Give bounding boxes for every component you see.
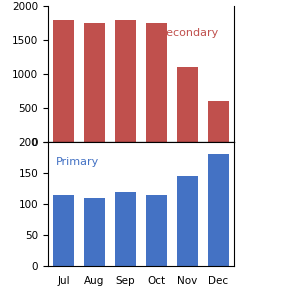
Bar (146, 23, 167, 142)
Bar (177, 177, 198, 266)
Bar (84, 198, 105, 266)
Text: Primary: Primary (55, 157, 99, 167)
Bar (208, 102, 229, 142)
Bar (84, 23, 105, 142)
Bar (53, 20, 74, 142)
Text: Secondary: Secondary (160, 28, 219, 38)
Bar (53, 195, 74, 266)
Bar (115, 20, 136, 142)
Bar (208, 154, 229, 266)
Bar (146, 195, 167, 266)
Bar (177, 67, 198, 142)
Bar (115, 192, 136, 266)
